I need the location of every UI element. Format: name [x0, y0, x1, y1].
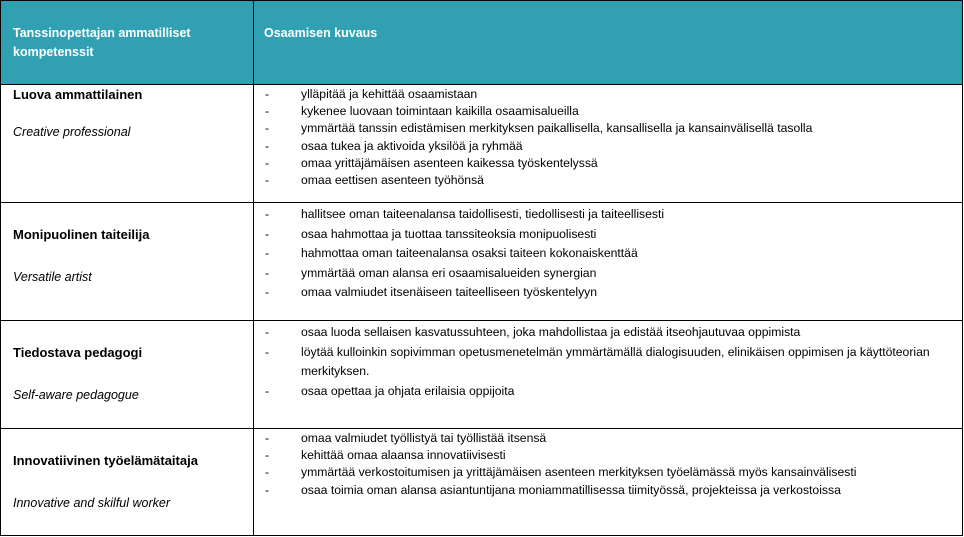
header-description: Osaamisen kuvaus: [264, 26, 378, 40]
dash-bullet: -: [265, 482, 270, 497]
dash-bullet: -: [265, 87, 270, 101]
dash-bullet: -: [265, 265, 270, 280]
item-text: osaa toimia oman alansa asiantuntijana m…: [301, 482, 841, 497]
dash-bullet: -: [265, 104, 270, 119]
competence-subtitle: Innovative and skilful worker: [13, 496, 171, 510]
dash-bullet: -: [265, 226, 270, 241]
list-item: - hahmottaa oman taiteenalansa osaksi tai…: [263, 244, 962, 264]
table-row: Innovatiivinen työelämätaitaja Innovative…: [1, 429, 962, 537]
item-text: osaa tukea ja aktivoida yksilöä ja ryhmä…: [301, 138, 523, 153]
item-text: omaa valmiudet työllistyä tai työllistää…: [301, 431, 547, 445]
item-text: osaa luoda sellaisen kasvatussuhteen, jo…: [301, 325, 801, 339]
dash-bullet: -: [265, 285, 270, 300]
competence-title: Luova ammattilainen: [13, 87, 143, 102]
dash-bullet: -: [265, 173, 270, 188]
description-list: - ylläpitää ja kehittää osaamistaan - kyken…: [263, 86, 962, 189]
item-text: omaa valmiudet itsenäiseen taiteelliseen…: [301, 285, 598, 300]
list-item: - ymmärtää tanssin edistämisen merkitykse…: [263, 120, 962, 137]
list-item: - ymmärtää verkostoitumisen ja yrittäjämä…: [263, 464, 962, 481]
dash-bullet: -: [265, 207, 270, 221]
dash-bullet: -: [265, 448, 270, 463]
item-text: hallitsee oman taiteenalansa taidollises…: [301, 207, 665, 221]
item-text: kehittää omaa alaansa innovatiivisesti: [301, 448, 506, 463]
list-item: - osaa hahmottaa ja tuottaa tanssiteoksia…: [263, 225, 962, 245]
item-text: omaa yrittäjämäisen asenteen kaikessa ty…: [301, 155, 598, 170]
table-header: Tanssinopettajan ammatilliset kompetenss…: [1, 1, 962, 85]
dash-bullet: -: [265, 383, 270, 398]
list-item: - omaa valmiudet työllistyä tai työllistä…: [263, 430, 962, 447]
item-text: ymmärtää verkostoitumisen ja yrittäjämäi…: [301, 465, 857, 480]
list-item: - osaa tukea ja aktivoida yksilöä ja ryhm…: [263, 138, 962, 155]
list-item: - löytää kulloinkin sopivimman opetusmene…: [263, 343, 942, 382]
list-item: - kehittää omaa alaansa innovatiivisesti: [263, 447, 962, 464]
dash-bullet: -: [265, 465, 270, 480]
item-text: omaa eettisen asenteen työhönsä: [301, 173, 484, 188]
dash-bullet: -: [265, 138, 270, 153]
item-text: ylläpitää ja kehittää osaamistaan: [301, 87, 478, 101]
table-row: Monipuolinen taiteilija Versatile artist -…: [1, 203, 962, 321]
list-item: - omaa valmiudet itsenäiseen taiteellisee…: [263, 283, 962, 303]
description-list: - omaa valmiudet työllistyä tai työllistä…: [263, 430, 962, 499]
item-text: kykenee luovaan toimintaan kaikilla osaa…: [301, 104, 579, 119]
dash-bullet: -: [265, 246, 270, 261]
description-list: - osaa luoda sellaisen kasvatussuhteen, j…: [263, 323, 942, 401]
list-item: - osaa luoda sellaisen kasvatussuhteen, j…: [263, 323, 942, 343]
table-row: Tiedostava pedagogi Self-aware pedagogue -…: [1, 321, 962, 429]
item-text: osaa hahmottaa ja tuottaa tanssiteoksia …: [301, 226, 597, 241]
dash-bullet: -: [265, 155, 270, 170]
list-item: - osaa toimia oman alansa asiantuntijana …: [263, 482, 962, 499]
list-item: - omaa eettisen asenteen työhönsä: [263, 172, 962, 189]
dash-bullet: -: [265, 121, 270, 136]
list-item: - hallitsee oman taiteenalansa taidollise…: [263, 205, 962, 225]
competence-title: Monipuolinen taiteilija: [13, 227, 150, 242]
item-text: osaa opettaa ja ohjata erilaisia oppijoi…: [301, 383, 515, 398]
item-text: ymmärtää tanssin edistämisen merkityksen…: [301, 121, 813, 136]
list-item: - ymmärtää oman alansa eri osaamisalueide…: [263, 264, 962, 284]
item-text: ymmärtää oman alansa eri osaamisalueiden…: [301, 265, 597, 280]
description-list: - hallitsee oman taiteenalansa taidollise…: [263, 205, 962, 303]
competence-title: Tiedostava pedagogi: [13, 345, 143, 360]
column-divider: [253, 1, 254, 535]
list-item: - osaa opettaa ja ohjata erilaisia oppijo…: [263, 382, 942, 402]
competence-subtitle: Creative professional: [13, 125, 131, 139]
header-competences: Tanssinopettajan ammatilliset kompetenss…: [13, 26, 191, 59]
list-item: - ylläpitää ja kehittää osaamistaan: [263, 86, 962, 103]
list-item: - omaa yrittäjämäisen asenteen kaikessa t…: [263, 155, 962, 172]
dash-bullet: -: [265, 325, 270, 339]
dash-bullet: -: [265, 431, 270, 445]
dash-bullet: -: [265, 344, 270, 359]
list-item: - kykenee luovaan toimintaan kaikilla osa…: [263, 103, 962, 120]
table-row: Luova ammattilainen Creative professional…: [1, 85, 962, 203]
item-text: hahmottaa oman taiteenalansa osaksi tait…: [301, 246, 638, 261]
item-text: löytää kulloinkin sopivimman opetusmenet…: [301, 344, 930, 379]
competence-subtitle: Self-aware pedagogue: [13, 388, 139, 402]
competence-subtitle: Versatile artist: [13, 270, 92, 284]
competence-title: Innovatiivinen työelämätaitaja: [13, 453, 198, 468]
